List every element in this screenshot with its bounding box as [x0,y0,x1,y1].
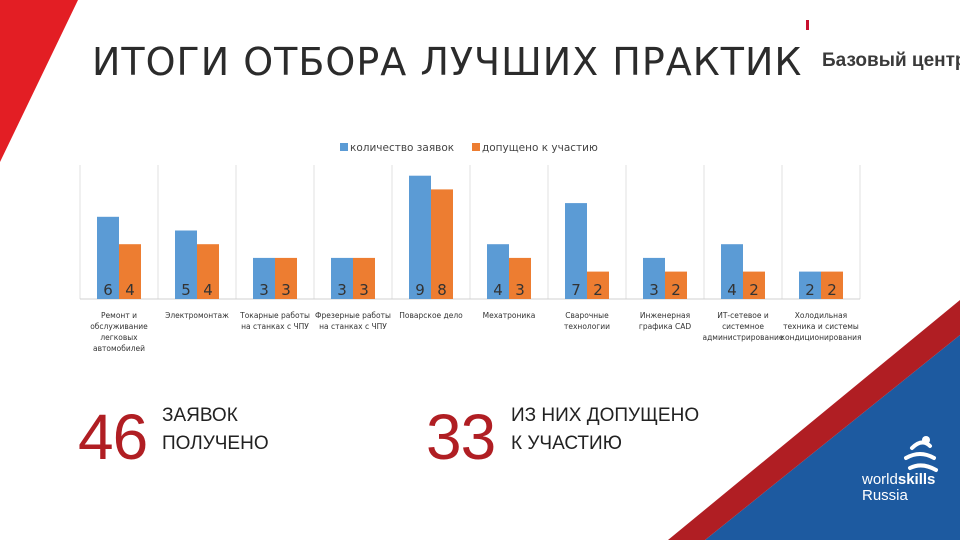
legend-swatch-0 [340,143,348,151]
legend-swatch-1 [472,143,480,151]
category-label-2: Токарные работы [239,311,310,320]
legend-label-0: количество заявок [350,142,454,154]
category-label-1: Электромонтаж [165,311,229,320]
bar-1-7 [665,271,687,299]
category-label-8: системное [722,322,764,331]
category-label-8: ИТ-сетевое и [717,311,769,320]
worldskills-logo-icon [904,436,938,472]
category-label-9: кондиционирования [780,333,861,342]
bar-0-9 [799,271,821,299]
data-label-1-2: 3 [281,281,291,299]
bar-0-1 [175,230,197,299]
category-label-3: Фрезерные работы [315,311,391,320]
page-title: ИТОГИ ОТБОРА ЛУЧШИХ ПРАКТИК [92,40,803,84]
data-label-0-4: 9 [415,281,425,299]
bar-1-9 [821,271,843,299]
data-label-0-2: 3 [259,281,269,299]
corner-red-stripe [0,0,78,162]
bar-1-3 [353,257,375,299]
bar-0-5 [487,244,509,299]
worldskills-brand: worldskills Russia [862,472,935,504]
data-label-0-9: 2 [805,281,815,299]
bar-0-0 [97,216,119,299]
category-label-6: технологии [564,322,610,331]
category-label-9: техника и системы [783,322,859,331]
bar-0-3 [331,257,353,299]
category-label-0: легковых [100,333,138,342]
bar-1-5 [509,257,531,299]
category-label-4: Поварское дело [399,311,463,320]
data-label-1-7: 2 [671,281,681,299]
category-label-3: на станках с ЧПУ [319,322,387,331]
data-label-0-7: 3 [649,281,659,299]
bar-0-2 [253,257,275,299]
bar-1-4 [431,189,453,299]
bar-1-0 [119,244,141,299]
category-label-9: Холодильная [795,311,847,320]
bar-0-6 [565,203,587,299]
worldskills-word-world: world [862,471,898,488]
category-label-5: Мехатроника [483,311,536,320]
data-label-1-6: 2 [593,281,603,299]
category-label-0: обслуживание [90,322,148,331]
data-label-0-0: 6 [103,281,113,299]
data-label-0-6: 7 [571,281,581,299]
bar-1-2 [275,257,297,299]
stat-received-line2: ПОЛУЧЕНО [162,433,269,454]
logo-accent [806,20,809,30]
legend-label-1: допущено к участию [482,142,598,154]
bar-1-8 [743,271,765,299]
data-label-1-1: 4 [203,281,213,299]
data-label-1-4: 8 [437,281,447,299]
stat-received-line1: ЗАЯВОК [162,405,238,426]
data-label-0-3: 3 [337,281,347,299]
data-label-1-3: 3 [359,281,369,299]
data-label-0-5: 4 [493,281,503,299]
stat-admitted-number: 33 [426,401,496,473]
base-center-logo: Базовый центр [822,50,960,71]
corner-red-stripe-bottom [668,300,960,540]
data-label-1-8: 2 [749,281,759,299]
worldskills-word-russia: Russia [862,487,908,504]
stat-admitted-line1: ИЗ НИХ ДОПУЩЕНО [511,405,700,426]
category-label-0: автомобилей [93,344,145,353]
category-label-8: администрирование [703,333,784,342]
data-label-1-9: 2 [827,281,837,299]
bar-0-8 [721,244,743,299]
data-label-0-8: 4 [727,281,737,299]
data-label-1-5: 3 [515,281,525,299]
stat-admitted-line2: К УЧАСТИЮ [511,433,622,454]
bar-1-1 [197,244,219,299]
category-label-7: графика CAD [639,322,691,331]
bar-0-4 [409,175,431,299]
data-label-0-1: 5 [181,281,191,299]
data-label-1-0: 4 [125,281,135,299]
category-label-0: Ремонт и [101,311,137,320]
category-label-6: Сварочные [565,311,609,320]
bar-1-6 [587,271,609,299]
category-label-2: на станках с ЧПУ [241,322,309,331]
category-label-7: Инженерная [640,311,690,320]
stat-received-number: 46 [78,401,148,473]
bar-0-7 [643,257,665,299]
worldskills-word-skills: skills [897,471,936,488]
